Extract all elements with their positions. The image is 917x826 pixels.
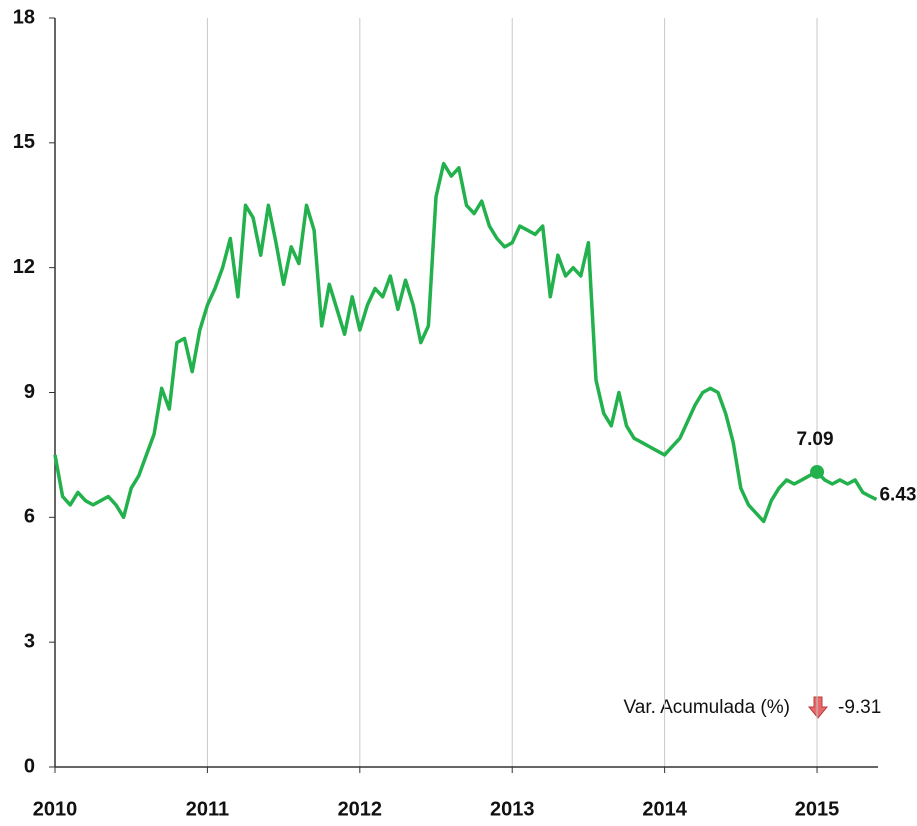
x-tick-label: 2012 <box>338 798 383 820</box>
annotation-label: 7.09 <box>797 429 834 450</box>
x-tick-label: 2015 <box>795 798 840 820</box>
summary-label: Var. Acumulada (%) <box>623 697 790 718</box>
x-tick-label: 2013 <box>490 798 535 820</box>
y-tick-label: 18 <box>13 6 35 28</box>
y-tick-label: 12 <box>13 256 35 278</box>
y-tick-label: 9 <box>24 381 35 403</box>
y-tick-label: 3 <box>24 630 35 652</box>
series-line <box>53 161 878 524</box>
down-arrow <box>807 696 829 719</box>
x-tick-label: 2011 <box>186 798 229 820</box>
x-tick-label: 2014 <box>642 798 687 820</box>
summary-value: -9.31 <box>838 697 881 718</box>
y-tick-label: 0 <box>24 755 35 777</box>
y-tick-label: 15 <box>13 131 35 153</box>
y-tick-label: 6 <box>24 506 35 528</box>
x-tick-label: 2010 <box>33 798 78 820</box>
annotation-label: 6.43 <box>879 484 916 505</box>
summary: Var. Acumulada (%) -9.31 <box>623 696 881 719</box>
highlight-marker <box>810 464 825 479</box>
